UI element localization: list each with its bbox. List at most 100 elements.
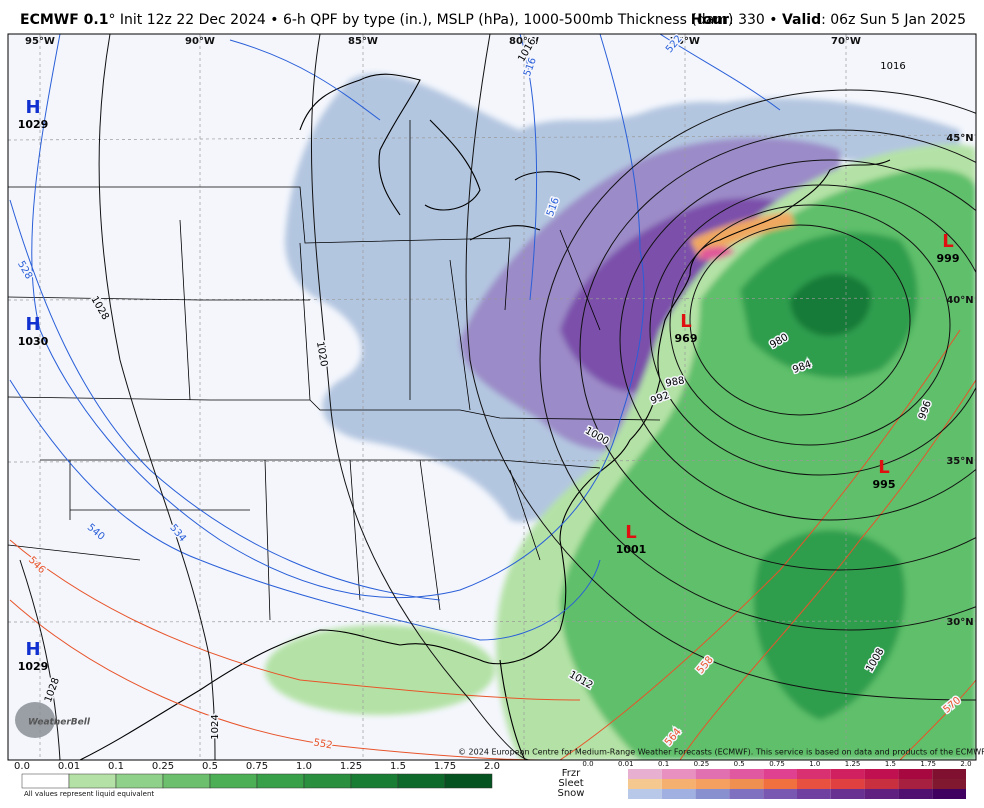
- precip-type-label: Snow: [558, 788, 585, 799]
- snow-area: [690, 98, 960, 165]
- type-colorbar-segment: [763, 779, 797, 789]
- colorbar-segment: [444, 773, 493, 789]
- type-colorbar-segment: [830, 779, 865, 789]
- colorbar-segment: [162, 773, 211, 789]
- parallel: [8, 134, 976, 141]
- precip-type-label: Sleet: [558, 778, 583, 789]
- colorbar-segment: [350, 773, 399, 789]
- longitude-label: 70°W: [831, 36, 861, 47]
- graticule: [8, 34, 976, 760]
- longitude-label: 95°W: [25, 36, 55, 47]
- title: ECMWF 0.1° Init 12z 22 Dec 2024 • 6-h QP…: [20, 12, 733, 28]
- type-colorbar-segment: [628, 789, 662, 799]
- coastline: [79, 214, 781, 760]
- pressure-center-value: 1029: [18, 660, 49, 673]
- parallel: [8, 459, 976, 463]
- type-colorbar-segment: [898, 789, 933, 799]
- map-frame: [7, 33, 977, 761]
- parallel: [8, 620, 976, 623]
- type-colorbar-segment: [797, 769, 831, 779]
- type-colorbar-segment: [729, 769, 764, 779]
- map: [8, 34, 976, 760]
- rain-gulf: [265, 625, 495, 715]
- type-colorbar-segment: [729, 779, 764, 789]
- title-rest: ° Init 12z 22 Dec 2024 • 6-h QPF by type…: [108, 12, 733, 28]
- isobar-label: 1016: [880, 61, 905, 72]
- longitude-label: 80°W: [509, 36, 539, 47]
- pressure-center-letter: H: [25, 314, 40, 335]
- type-colorbar-segment: [695, 779, 730, 789]
- pressure-center-value: 999: [937, 252, 960, 265]
- type-colorbar-segment: [898, 769, 933, 779]
- isobar-label: 1020: [314, 341, 329, 368]
- type-tick-label: 1.25: [845, 760, 861, 768]
- type-colorbar-segment: [628, 779, 662, 789]
- parallel: [8, 297, 976, 301]
- pressure-center-value: 969: [675, 332, 698, 345]
- valid-time: Hour: 330 • Valid: 06z Sun 5 Jan 2025: [691, 12, 966, 28]
- type-colorbar-segment: [898, 779, 933, 789]
- colorbar-tick-label: 1.75: [434, 761, 456, 772]
- type-tick-label: 0.5: [734, 760, 745, 768]
- pressure-center-letter: L: [680, 311, 691, 332]
- longitude-label: 90°W: [185, 36, 215, 47]
- colorbar-segment: [115, 773, 164, 789]
- isobar-label: 988: [665, 375, 686, 389]
- latitude-label: 40°N: [946, 295, 973, 306]
- pressure-center-letter: H: [25, 97, 40, 118]
- longitude-label: 85°W: [348, 36, 378, 47]
- type-colorbar-segment: [763, 789, 797, 799]
- type-colorbar-segment: [864, 779, 899, 789]
- colorbar-tick-label: 0.25: [152, 761, 174, 772]
- colorbar-tick-label: 0.75: [246, 761, 268, 772]
- colorbar-tick-label: 0.0: [14, 761, 30, 772]
- colorbar-tick-label: 0.01: [58, 761, 80, 772]
- type-tick-label: 0.1: [658, 760, 669, 768]
- type-colorbar-segment: [830, 769, 865, 779]
- thickness-label: 552: [313, 737, 334, 751]
- pressure-center-letter: H: [25, 639, 40, 660]
- type-tick-label: 1.0: [809, 760, 820, 768]
- type-colorbar-segment: [864, 769, 899, 779]
- colorbar-tick-label: 1.25: [340, 761, 362, 772]
- type-colorbar-segment: [695, 789, 730, 799]
- isobars: [19, 34, 976, 760]
- type-tick-label: 0.01: [618, 760, 634, 768]
- legend-note: All values represent liquid equivalent: [24, 790, 154, 798]
- colorbar-tick-label: 0.5: [202, 761, 218, 772]
- type-tick-label: 0.75: [769, 760, 785, 768]
- coastline: [499, 159, 891, 760]
- colorbar-tick-label: 1.0: [296, 761, 312, 772]
- type-tick-label: 0.0: [582, 760, 593, 768]
- pressure-center-value: 995: [873, 478, 896, 491]
- type-colorbar-segment: [932, 789, 966, 799]
- pressure-center-letter: L: [625, 522, 636, 543]
- isobar-label: 1024: [210, 714, 221, 739]
- type-tick-label: 1.75: [920, 760, 936, 768]
- colorbar-segment: [397, 773, 446, 789]
- colorbar-segment: [209, 773, 258, 789]
- state-lines: [8, 120, 661, 621]
- colorbar-segment: [303, 773, 352, 789]
- great-lakes: [299, 73, 581, 241]
- hour-label: Hour: [691, 12, 729, 28]
- type-colorbar-segment: [661, 779, 696, 789]
- colorbar-segment: [21, 773, 70, 789]
- pressure-center-value: 1029: [18, 118, 49, 131]
- type-tick-label: 2.0: [960, 760, 971, 768]
- pressure-center-letter: L: [878, 457, 889, 478]
- thickness-contours: [9, 34, 976, 760]
- type-colorbar-segment: [695, 769, 730, 779]
- colorbar-segment: [68, 773, 117, 789]
- type-colorbar-segment: [661, 789, 696, 799]
- pressure-center-value: 1030: [18, 335, 49, 348]
- colorbar-tick-label: 1.5: [390, 761, 406, 772]
- rain-heavy: [753, 530, 906, 720]
- logo: WeatherBell: [15, 702, 91, 738]
- pressure-center-value: 1001: [616, 543, 647, 556]
- colorbar-segment: [256, 773, 305, 789]
- type-colorbar-segment: [763, 769, 797, 779]
- copyright: © 2024 European Centre for Medium-Range …: [458, 748, 984, 757]
- longitude-label: 75°W: [670, 36, 700, 47]
